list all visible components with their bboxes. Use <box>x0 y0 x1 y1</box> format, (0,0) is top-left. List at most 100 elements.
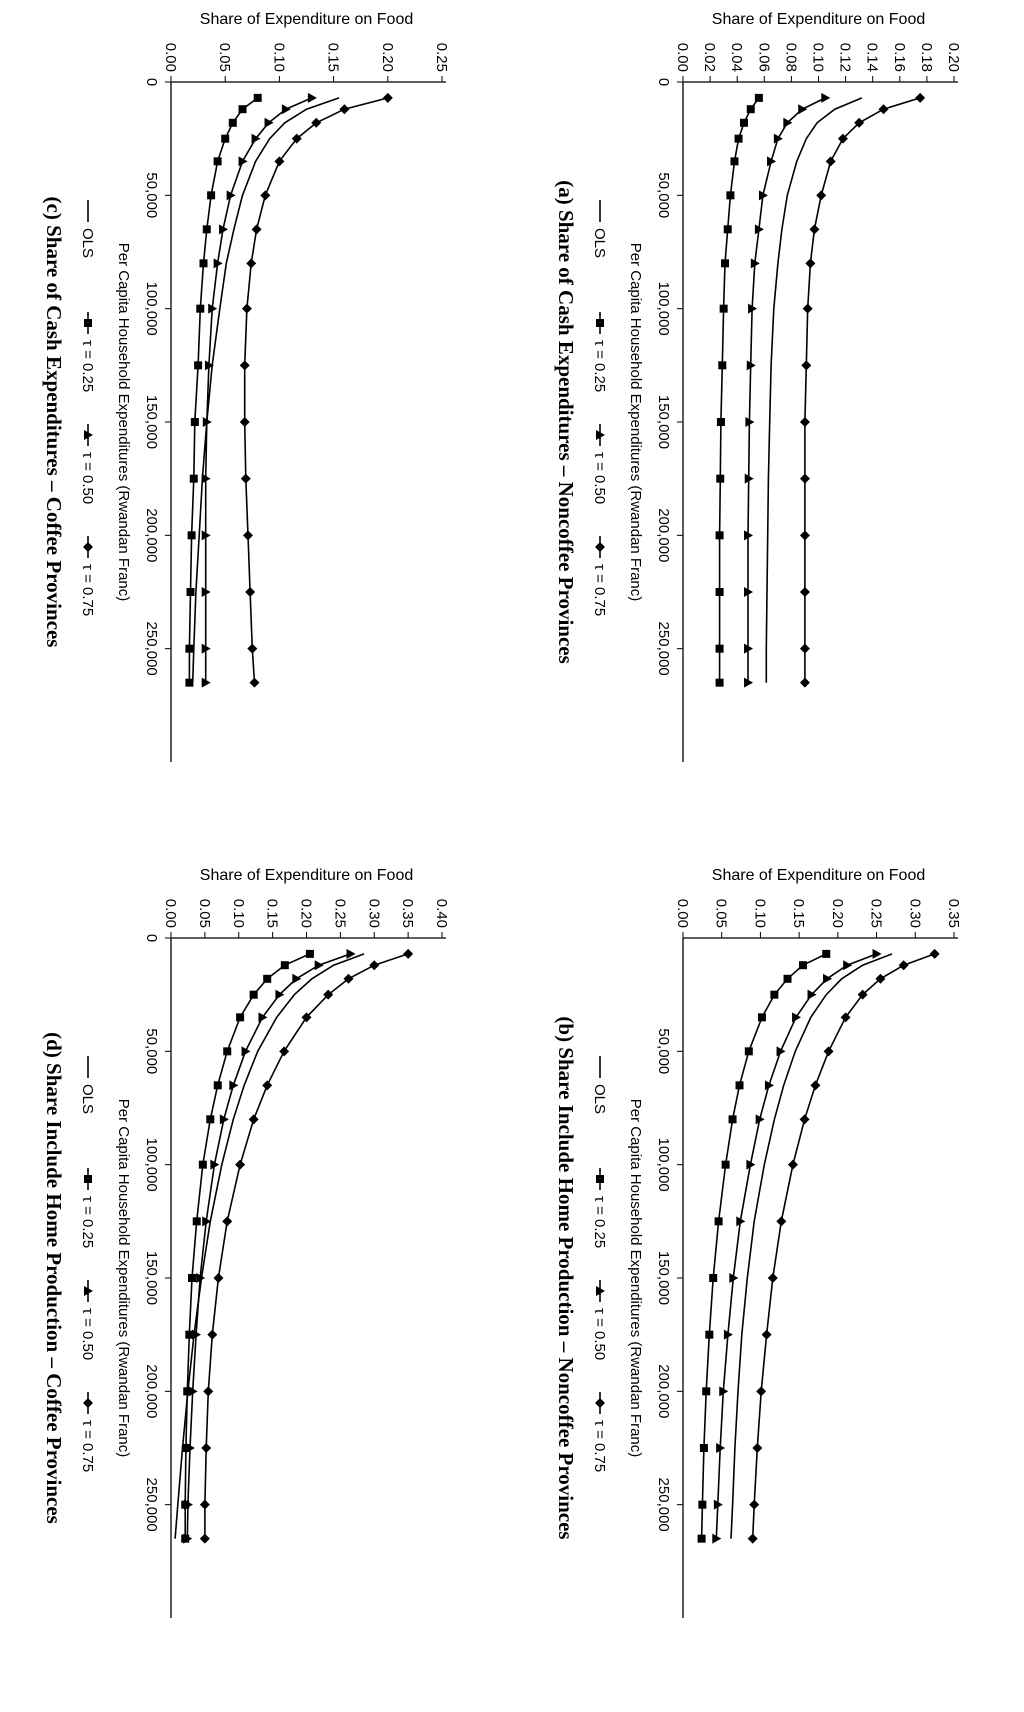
data-point <box>756 1386 767 1397</box>
data-point <box>185 644 194 653</box>
data-point <box>223 1047 232 1056</box>
data-point <box>246 258 257 269</box>
data-point <box>183 1499 193 1510</box>
data-point <box>823 1046 834 1057</box>
data-point <box>809 224 820 235</box>
data-point <box>723 225 732 234</box>
series-line <box>204 97 313 683</box>
data-point <box>190 418 199 426</box>
legend-marker <box>83 542 93 552</box>
data-point <box>235 1159 246 1170</box>
legend-item-label: τ = 0.50 <box>591 452 608 504</box>
series-ols <box>191 97 340 683</box>
data-point <box>799 587 810 597</box>
legend-marker <box>84 1286 93 1296</box>
data-point <box>825 156 836 167</box>
data-point <box>228 118 237 127</box>
legend-marker <box>596 1175 604 1183</box>
x-tick-label: 250,000 <box>143 1478 160 1532</box>
data-point <box>757 1013 766 1022</box>
y-tick-label: 0.15 <box>325 43 342 72</box>
series-line <box>751 953 935 1539</box>
legend-item-label: OLS <box>591 228 608 258</box>
data-point <box>219 224 229 235</box>
data-point <box>346 948 356 959</box>
data-point <box>715 678 724 687</box>
series-0-50 <box>201 92 317 688</box>
data-point <box>744 530 754 541</box>
data-point <box>251 224 262 235</box>
data-point <box>188 1386 198 1397</box>
data-point <box>715 531 724 540</box>
legend-marker <box>84 1175 92 1183</box>
y-tick-label: 0.00 <box>674 899 691 928</box>
data-point <box>249 677 260 688</box>
series-line <box>174 953 365 1539</box>
data-point <box>799 473 810 484</box>
y-tick-label: 0.02 <box>701 43 718 72</box>
data-point <box>799 961 808 970</box>
data-point <box>339 104 350 115</box>
legend-item-label: τ = 0.25 <box>591 1196 608 1248</box>
y-tick-label: 0.12 <box>837 43 854 72</box>
series-0-50 <box>183 948 356 1544</box>
legend-item-label: τ = 0.75 <box>591 564 608 616</box>
data-point <box>758 190 768 201</box>
y-axis-title: Share of Expenditure on Food <box>712 11 925 28</box>
data-point <box>202 417 212 427</box>
data-point <box>898 960 909 971</box>
y-tick-label: 0.10 <box>810 43 827 72</box>
data-point <box>258 1012 268 1023</box>
legend-item-label: τ = 0.25 <box>591 340 608 392</box>
data-point <box>744 473 754 484</box>
data-point <box>776 1216 787 1227</box>
x-tick-label: 150,000 <box>143 1251 160 1305</box>
data-point <box>226 190 236 201</box>
data-point <box>726 191 735 200</box>
data-point <box>201 530 211 541</box>
y-tick-label: 0.15 <box>264 899 281 928</box>
data-point <box>382 92 393 103</box>
y-tick-label: 0.35 <box>399 899 416 928</box>
data-point <box>183 1533 193 1544</box>
data-point <box>761 1329 772 1340</box>
legend: OLS τ = 0.25 τ = 0.50 τ = 0.75 <box>591 200 608 616</box>
data-point <box>199 259 208 268</box>
data-point <box>196 304 205 313</box>
data-point <box>208 303 218 314</box>
data-point <box>799 643 810 654</box>
data-point <box>241 1046 251 1057</box>
data-point <box>746 1159 756 1170</box>
data-point <box>712 1533 722 1544</box>
series-ols <box>174 953 365 1539</box>
data-point <box>281 104 291 115</box>
y-tick-label: 0.00 <box>162 899 179 928</box>
data-point <box>872 948 882 959</box>
data-point <box>915 92 926 103</box>
legend-item-label: τ = 0.50 <box>79 1308 96 1360</box>
x-tick-label: 0 <box>655 78 672 86</box>
x-axis-title: Per Capita Household Expenditures (Rwand… <box>115 243 132 602</box>
series-line <box>186 953 351 1539</box>
data-point <box>799 1114 810 1125</box>
y-tick-label: 0.08 <box>782 43 799 72</box>
data-point <box>249 990 258 999</box>
x-tick-label: 200,000 <box>655 508 672 562</box>
y-tick-label: 0.10 <box>751 899 768 928</box>
data-point <box>754 224 764 235</box>
data-point <box>705 1330 714 1339</box>
y-tick-label: 0.25 <box>868 899 885 928</box>
panel-title: (d) Share Include Home Production – Coff… <box>42 1032 66 1524</box>
y-tick-label: 0.04 <box>728 43 745 72</box>
data-point <box>729 1273 739 1283</box>
legend-item-label: OLS <box>79 1084 96 1114</box>
legend-marker <box>83 1398 93 1408</box>
data-point <box>207 1329 218 1340</box>
data-point <box>783 974 792 983</box>
data-point <box>204 360 214 371</box>
data-point <box>744 643 754 654</box>
data-point <box>185 1443 195 1453</box>
y-tick-label: 0.06 <box>755 43 772 72</box>
